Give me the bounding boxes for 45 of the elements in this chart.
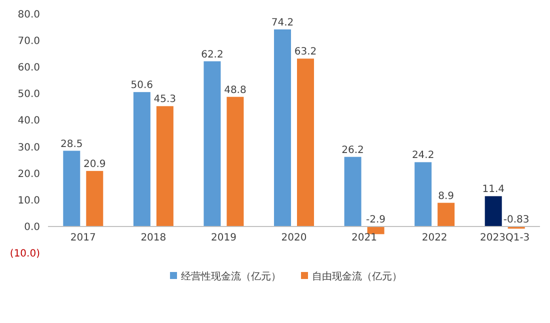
data-label: 48.8 [224, 84, 246, 96]
y-tick-label: 80.0 [18, 10, 40, 20]
y-tick-label: 30.0 [18, 142, 40, 154]
bar [156, 106, 174, 226]
x-tick-label: 2021 [352, 232, 378, 244]
y-tick-label: 50.0 [18, 89, 40, 100]
x-tick-label: 2018 [140, 232, 166, 244]
bar [414, 162, 432, 226]
bar [226, 96, 244, 226]
data-label: 11.4 [482, 184, 504, 196]
bar [63, 150, 80, 226]
bar [484, 196, 502, 226]
x-tick-label: 2019 [210, 232, 236, 244]
legend-label: 自由现金流（亿元） [312, 270, 402, 282]
data-label: 50.6 [130, 80, 154, 92]
x-tick-label: 2022 [422, 232, 448, 244]
y-tick-label: 20.0 [18, 168, 40, 180]
y-tick-label: 60.0 [18, 62, 40, 74]
data-label: 24.2 [412, 150, 434, 162]
data-label: 62.2 [201, 49, 224, 60]
y-tick-label: 70.0 [18, 36, 40, 48]
data-label: -0.83 [503, 214, 530, 226]
bar [344, 156, 362, 226]
bar [274, 29, 291, 226]
y-tick-label: (10.0) [10, 248, 40, 260]
data-label: -2.9 [366, 214, 386, 226]
bar [133, 92, 150, 226]
y-tick-label: 0.0 [24, 222, 40, 233]
bar [86, 170, 104, 226]
x-tick-label: 2023Q1-3 [480, 232, 530, 244]
data-label: 63.2 [294, 46, 317, 58]
x-tick-label: 2020 [281, 232, 307, 244]
bar [204, 61, 221, 226]
legend-label: 经营性现金流（亿元） [181, 270, 281, 282]
x-tick-label: 2017 [70, 232, 96, 244]
y-tick-label: 40.0 [18, 116, 40, 127]
data-label: 8.9 [438, 190, 454, 202]
data-label: 20.9 [84, 158, 106, 170]
data-label: 45.3 [154, 94, 176, 106]
bar [438, 202, 455, 226]
y-tick-label: 10.0 [18, 195, 40, 206]
bar [297, 58, 314, 226]
data-label: 28.5 [60, 138, 83, 150]
data-label: 74.2 [271, 17, 294, 28]
data-label: 26.2 [342, 144, 364, 156]
